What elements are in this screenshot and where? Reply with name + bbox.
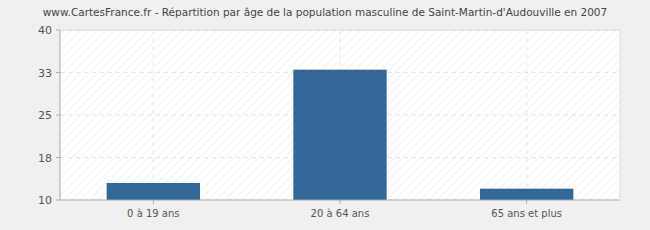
y-tick (56, 200, 60, 201)
grid-line-x (153, 30, 154, 200)
plot-frame (620, 30, 621, 200)
x-tick-label: 0 à 19 ans (127, 208, 179, 219)
x-tick (153, 200, 154, 204)
grid-line (60, 30, 620, 31)
plot-frame (60, 30, 620, 31)
title: www.CartesFrance.fr - Répartition par âg… (43, 6, 607, 18)
y-tick-label: 10 (38, 194, 52, 207)
y-tick (56, 30, 60, 31)
y-tick-label: 18 (38, 152, 52, 165)
x-tick (526, 200, 527, 204)
grid-line-x (526, 30, 527, 200)
bar (293, 70, 386, 200)
y-tick (56, 115, 60, 116)
x-tick (340, 200, 341, 204)
x-tick-label: 20 à 64 ans (311, 208, 370, 219)
y-tick (56, 157, 60, 158)
bars (107, 70, 574, 200)
y-tick (56, 72, 60, 73)
y-tick-label: 25 (38, 109, 52, 122)
x-tick-label: 65 ans et plus (491, 208, 562, 219)
chart: 10 18 25 33 40 0 à 19 ans 20 à 64 ans 65 ans et… (0, 0, 650, 230)
bar (480, 189, 573, 200)
bar (107, 183, 200, 200)
y-tick-label: 33 (38, 67, 52, 80)
y-tick-label: 40 (38, 24, 52, 37)
plot-area (60, 30, 620, 200)
background (0, 0, 650, 230)
